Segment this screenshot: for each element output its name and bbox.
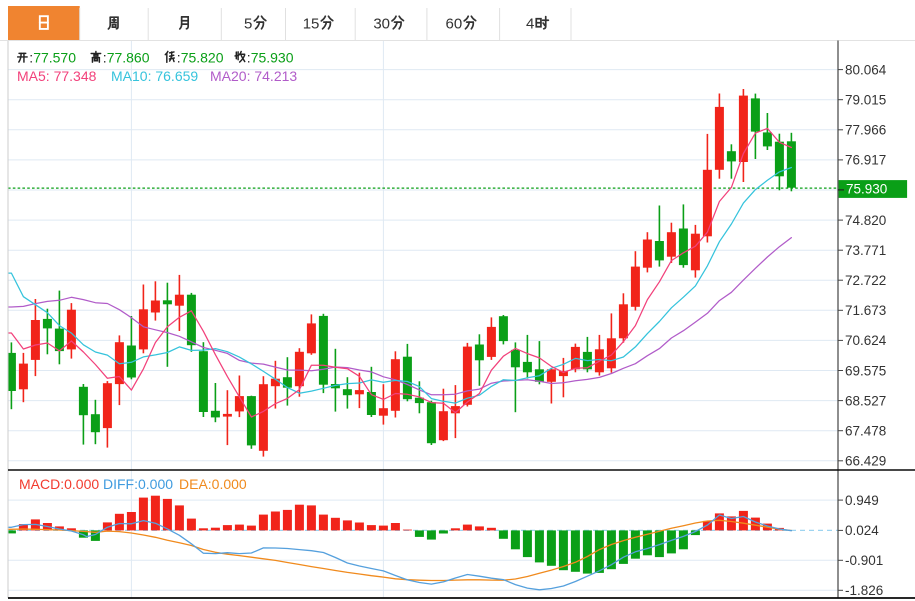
svg-text::75.820: :75.820	[177, 50, 224, 66]
svg-text::77.570: :77.570	[29, 50, 76, 66]
svg-text:76.917: 76.917	[845, 153, 886, 168]
svg-text:77.966: 77.966	[845, 123, 886, 138]
svg-text:0.949: 0.949	[845, 493, 879, 508]
svg-text:74.820: 74.820	[845, 213, 886, 228]
svg-text:72.722: 72.722	[845, 273, 886, 288]
svg-text:66.429: 66.429	[845, 454, 886, 469]
svg-text:5: 5	[244, 16, 252, 33]
svg-text:MA5: 77.348: MA5: 77.348	[17, 68, 97, 84]
svg-text::75.930: :75.930	[247, 50, 294, 66]
svg-text:67.478: 67.478	[845, 424, 886, 439]
svg-text:MACD:0.000: MACD:0.000	[19, 476, 99, 492]
svg-text:79.015: 79.015	[845, 93, 886, 108]
svg-text:69.575: 69.575	[845, 363, 886, 378]
svg-text:71.673: 71.673	[845, 303, 886, 318]
svg-text:70.624: 70.624	[845, 333, 887, 348]
svg-text:60: 60	[446, 16, 463, 33]
svg-text:4: 4	[526, 16, 534, 33]
svg-text:DIFF:0.000: DIFF:0.000	[103, 476, 173, 492]
svg-text:MA20: 74.213: MA20: 74.213	[210, 68, 297, 84]
svg-text:0.024: 0.024	[845, 523, 879, 538]
svg-text:MA10: 76.659: MA10: 76.659	[111, 68, 198, 84]
svg-text:-1.826: -1.826	[845, 583, 883, 598]
svg-text::77.860: :77.860	[103, 50, 150, 66]
svg-text:73.771: 73.771	[845, 243, 886, 258]
svg-text:68.527: 68.527	[845, 393, 886, 408]
svg-text:DEA:0.000: DEA:0.000	[179, 476, 247, 492]
svg-text:75.930: 75.930	[846, 181, 887, 196]
svg-text:15: 15	[303, 16, 320, 33]
svg-text:30: 30	[373, 16, 390, 33]
svg-text:-0.901: -0.901	[845, 553, 883, 568]
svg-text:80.064: 80.064	[845, 62, 887, 77]
